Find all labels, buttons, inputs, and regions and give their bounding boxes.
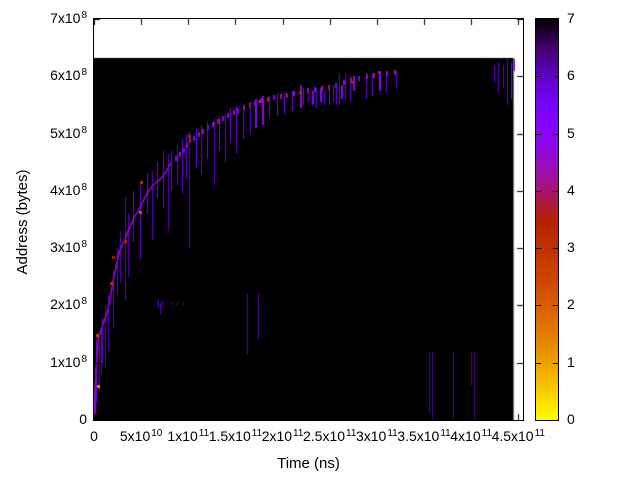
x-tick-label: 3.5x1011 bbox=[397, 428, 451, 444]
x-tick-label: 2.5x1011 bbox=[302, 428, 357, 444]
colorbar-tick-label: 2 bbox=[567, 296, 575, 313]
x-tick-label: 1.5x1011 bbox=[208, 428, 263, 444]
colorbar-tick-mark bbox=[536, 133, 541, 135]
x-axis-label: Time (ns) bbox=[277, 455, 340, 472]
exponent: 11 bbox=[198, 428, 210, 439]
y-tick-label: 2x108 bbox=[50, 296, 87, 313]
exponent: 8 bbox=[81, 124, 87, 136]
exponent: 11 bbox=[387, 428, 398, 439]
y-tick-label: 5x108 bbox=[50, 124, 87, 141]
x-tick-label: 4.5x1011 bbox=[491, 428, 545, 444]
y-tick-label: 6x108 bbox=[50, 67, 87, 84]
exponent: 8 bbox=[81, 239, 87, 251]
exponent: 11 bbox=[534, 428, 545, 439]
colorbar-tick-mark bbox=[536, 76, 541, 78]
exponent: 8 bbox=[81, 181, 87, 193]
exponent: 11 bbox=[293, 428, 304, 439]
exponent: 11 bbox=[440, 428, 451, 439]
colorbar-tick-mark bbox=[536, 190, 541, 192]
colorbar bbox=[535, 18, 559, 421]
colorbar-tick-mark bbox=[553, 362, 558, 364]
colorbar-tick-label: 7 bbox=[567, 10, 575, 26]
y-tick-label: 4x108 bbox=[50, 181, 87, 198]
exponent: 11 bbox=[251, 428, 263, 439]
x-tick-label: 4x1011 bbox=[450, 428, 493, 444]
colorbar-tick-mark bbox=[536, 248, 541, 250]
heatmap-canvas bbox=[94, 19, 523, 420]
colorbar-tick-label: 6 bbox=[567, 67, 575, 84]
colorbar-tick-mark bbox=[553, 76, 558, 78]
exponent: 8 bbox=[81, 296, 87, 308]
colorbar-tick-label: 5 bbox=[567, 124, 575, 141]
colorbar-tick-label: 1 bbox=[567, 353, 575, 370]
x-tick-label: 1x1011 bbox=[167, 428, 210, 444]
colorbar-tick-mark bbox=[536, 305, 541, 307]
exponent: 8 bbox=[81, 353, 87, 365]
exponent: 11 bbox=[346, 428, 357, 439]
exponent: 8 bbox=[81, 10, 87, 21]
x-tick-label: 5x1010 bbox=[119, 428, 163, 444]
exponent: 10 bbox=[151, 428, 163, 439]
colorbar-tick-label: 3 bbox=[567, 239, 575, 256]
colorbar-tick-mark bbox=[536, 362, 541, 364]
y-axis-label: Address (bytes) bbox=[14, 169, 31, 275]
colorbar-tick-label: 4 bbox=[567, 181, 575, 198]
y-tick-label: 3x108 bbox=[50, 239, 87, 256]
colorbar-tick-label: 0 bbox=[567, 411, 575, 427]
x-tick-label: 3x1011 bbox=[355, 428, 398, 444]
y-tick-label: 7x108 bbox=[50, 10, 87, 26]
exponent: 11 bbox=[481, 428, 493, 439]
colorbar-tick-mark bbox=[553, 133, 558, 135]
colorbar-tick-mark bbox=[553, 248, 558, 250]
y-tick-label: 1x108 bbox=[50, 353, 87, 370]
x-tick-label: 0 bbox=[90, 428, 98, 444]
y-tick-label: 0 bbox=[79, 411, 87, 427]
x-tick-label: 2x1011 bbox=[261, 428, 304, 444]
colorbar-tick-mark bbox=[553, 305, 558, 307]
colorbar-tick-mark bbox=[553, 190, 558, 192]
exponent: 8 bbox=[81, 67, 87, 79]
